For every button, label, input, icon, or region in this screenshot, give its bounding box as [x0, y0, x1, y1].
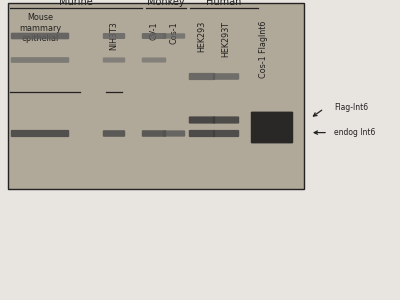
FancyBboxPatch shape [11, 33, 69, 39]
FancyBboxPatch shape [213, 73, 239, 80]
Text: Monkey: Monkey [147, 0, 185, 7]
FancyBboxPatch shape [213, 116, 239, 124]
FancyBboxPatch shape [163, 130, 185, 136]
FancyBboxPatch shape [213, 130, 239, 137]
Text: Murine: Murine [59, 0, 93, 7]
FancyBboxPatch shape [11, 130, 69, 137]
FancyBboxPatch shape [142, 57, 166, 62]
Text: Human: Human [206, 0, 242, 7]
Text: Flag-Int6: Flag-Int6 [334, 103, 368, 112]
Text: CV-1: CV-1 [150, 21, 158, 40]
Text: HEK293: HEK293 [198, 21, 206, 52]
FancyBboxPatch shape [103, 57, 125, 62]
FancyBboxPatch shape [189, 116, 215, 124]
Text: Cos-1 FlagInt6: Cos-1 FlagInt6 [260, 21, 268, 78]
FancyBboxPatch shape [103, 130, 125, 137]
Text: NIH3T3: NIH3T3 [110, 21, 118, 50]
FancyBboxPatch shape [251, 112, 293, 143]
FancyBboxPatch shape [142, 33, 166, 39]
Text: HEK293T: HEK293T [222, 21, 230, 57]
FancyBboxPatch shape [103, 33, 125, 39]
Text: endog Int6: endog Int6 [334, 128, 375, 137]
Bar [8, 3, 304, 189]
FancyBboxPatch shape [163, 33, 185, 39]
FancyBboxPatch shape [189, 130, 215, 137]
FancyBboxPatch shape [142, 130, 166, 137]
FancyBboxPatch shape [11, 57, 69, 63]
Text: Cos-1: Cos-1 [170, 21, 178, 44]
Text: Mouse
mammary
epithelial: Mouse mammary epithelial [19, 14, 61, 43]
FancyBboxPatch shape [189, 73, 215, 80]
